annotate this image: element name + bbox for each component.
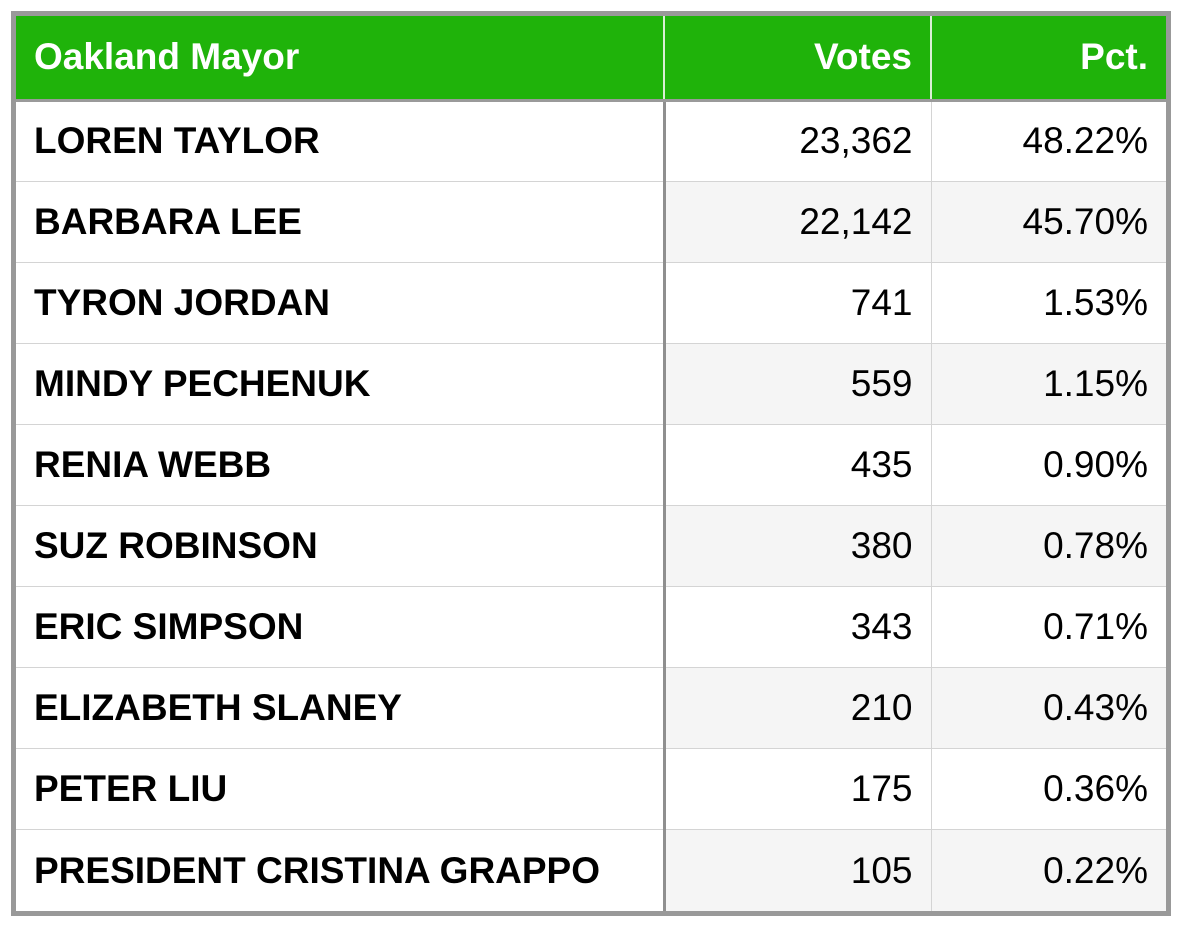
table-row: MINDY PECHENUK 559 1.15% xyxy=(16,343,1166,425)
table-row: BARBARA LEE 22,142 45.70% xyxy=(16,181,1166,263)
candidate-votes: 559 xyxy=(664,343,932,425)
column-header-votes: Votes xyxy=(664,16,932,102)
candidate-pct: 0.36% xyxy=(931,748,1166,831)
candidate-votes: 435 xyxy=(664,424,932,506)
candidate-pct: 0.90% xyxy=(931,424,1166,506)
column-header-race: Oakland Mayor xyxy=(16,16,665,102)
results-table: Oakland Mayor Votes Pct. LOREN TAYLOR 23… xyxy=(16,16,1166,911)
table-row: TYRON JORDAN 741 1.53% xyxy=(16,262,1166,344)
header-row: Oakland Mayor Votes Pct. xyxy=(16,16,1166,102)
candidate-name: MINDY PECHENUK xyxy=(16,343,666,425)
candidate-votes: 175 xyxy=(664,748,932,831)
results-body: LOREN TAYLOR 23,362 48.22% BARBARA LEE 2… xyxy=(16,100,1166,911)
candidate-name: ERIC SIMPSON xyxy=(16,586,666,669)
table-row: RENIA WEBB 435 0.90% xyxy=(16,424,1166,506)
candidate-name: ELIZABETH SLANEY xyxy=(16,667,666,750)
table-row: PRESIDENT CRISTINA GRAPPO 105 0.22% xyxy=(16,829,1166,911)
candidate-votes: 380 xyxy=(664,505,932,588)
candidate-name: TYRON JORDAN xyxy=(16,262,666,344)
candidate-name: SUZ ROBINSON xyxy=(16,505,666,588)
candidate-votes: 343 xyxy=(664,586,932,669)
candidate-pct: 1.15% xyxy=(931,343,1166,425)
column-header-pct: Pct. xyxy=(931,16,1166,102)
candidate-name: PETER LIU xyxy=(16,748,666,831)
candidate-votes: 105 xyxy=(664,829,932,911)
table-row: PETER LIU 175 0.36% xyxy=(16,748,1166,831)
candidate-votes: 741 xyxy=(664,262,932,344)
candidate-votes: 210 xyxy=(664,667,932,750)
candidate-pct: 0.78% xyxy=(931,505,1166,588)
candidate-name: PRESIDENT CRISTINA GRAPPO xyxy=(16,829,666,911)
candidate-pct: 0.71% xyxy=(931,586,1166,669)
table-row: LOREN TAYLOR 23,362 48.22% xyxy=(16,100,1166,182)
candidate-name: LOREN TAYLOR xyxy=(16,100,666,182)
candidate-votes: 22,142 xyxy=(664,181,932,263)
candidate-name: RENIA WEBB xyxy=(16,424,666,506)
candidate-pct: 1.53% xyxy=(931,262,1166,344)
table-row: ERIC SIMPSON 343 0.71% xyxy=(16,586,1166,669)
candidate-pct: 45.70% xyxy=(931,181,1166,263)
candidate-name: BARBARA LEE xyxy=(16,181,666,263)
table-row: ELIZABETH SLANEY 210 0.43% xyxy=(16,667,1166,750)
candidate-pct: 0.43% xyxy=(931,667,1166,750)
candidate-pct: 0.22% xyxy=(931,829,1166,911)
candidate-votes: 23,362 xyxy=(664,100,932,182)
results-table-frame: Oakland Mayor Votes Pct. LOREN TAYLOR 23… xyxy=(11,11,1171,916)
candidate-pct: 48.22% xyxy=(931,100,1166,182)
table-row: SUZ ROBINSON 380 0.78% xyxy=(16,505,1166,588)
